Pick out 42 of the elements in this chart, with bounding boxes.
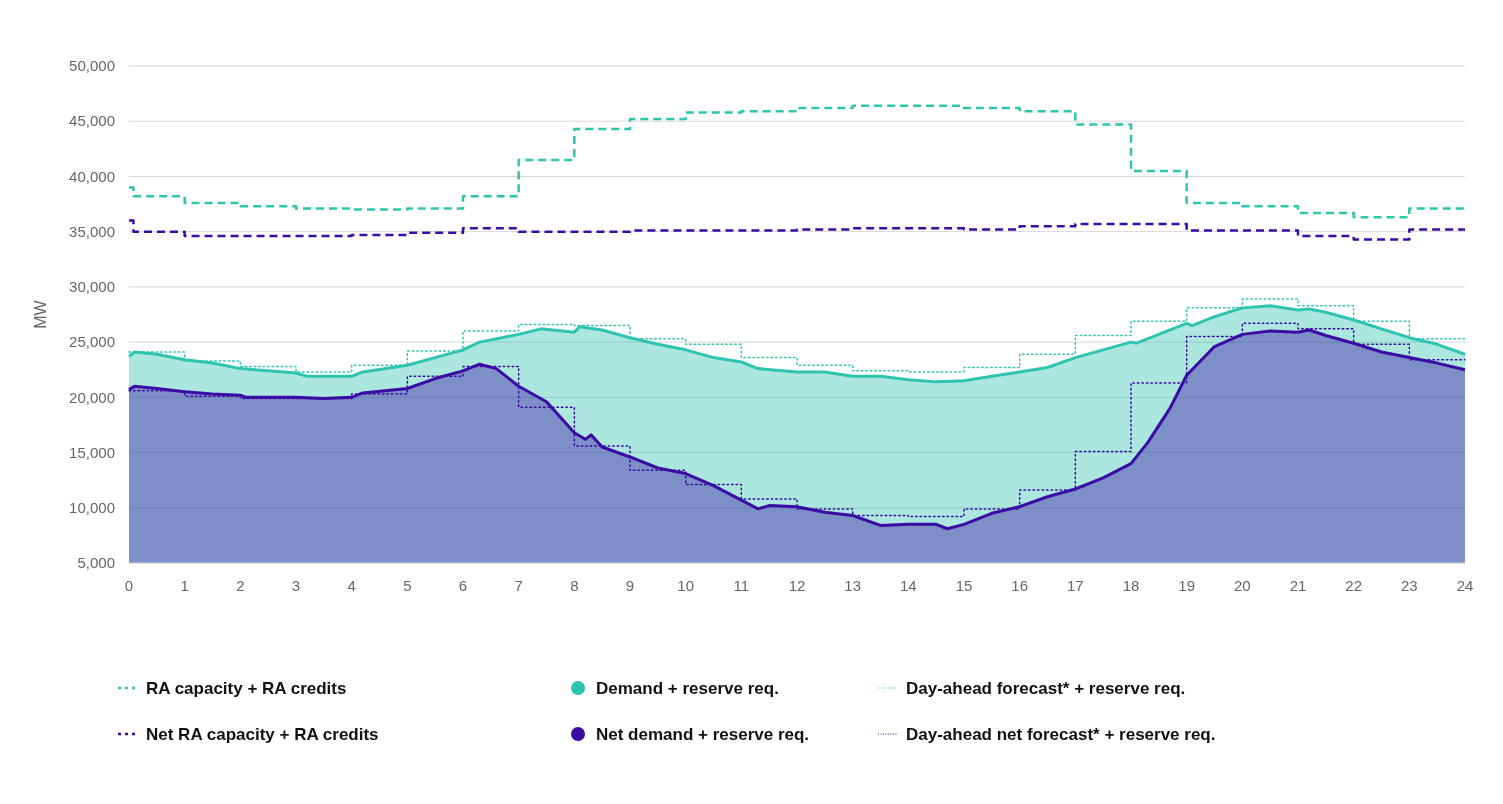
y-tick-label: 50,000 (69, 57, 115, 75)
x-tick-label: 10 (677, 577, 695, 594)
y-tick-label: 15,000 (69, 443, 115, 461)
x-tick-label: 19 (1178, 577, 1196, 594)
y-axis-title: MW (32, 299, 49, 329)
x-tick-label: 1 (180, 577, 189, 594)
legend-label: Net demand + reserve req. (596, 724, 810, 744)
x-tick-label: 18 (1122, 577, 1140, 594)
x-tick-label: 21 (1289, 577, 1307, 594)
legend-label: Day-ahead net forecast* + reserve req. (906, 724, 1216, 744)
y-tick-label: 10,000 (69, 499, 115, 517)
x-tick-label: 17 (1066, 577, 1084, 594)
x-tick-label: 0 (124, 577, 134, 594)
legend-label: Demand + reserve req. (596, 678, 779, 698)
x-tick-label: 15 (955, 577, 973, 594)
y-tick-label: 25,000 (69, 333, 115, 351)
legend-label: RA capacity + RA credits (146, 678, 347, 698)
x-tick-label: 2 (236, 577, 245, 594)
x-tick-label: 13 (844, 577, 862, 594)
x-tick-label: 14 (899, 577, 917, 594)
x-tick-label: 11 (733, 577, 750, 594)
x-tick-label: 23 (1400, 577, 1418, 594)
x-tick-label: 22 (1345, 577, 1363, 594)
x-tick-label: 8 (570, 577, 579, 594)
y-tick-label: 5,000 (77, 554, 115, 572)
x-tick-label: 7 (514, 577, 523, 594)
y-tick-label: 20,000 (69, 388, 115, 406)
y-tick-label: 35,000 (69, 222, 115, 240)
x-tick-label: 16 (1011, 577, 1029, 594)
legend-label: Net RA capacity + RA credits (146, 724, 379, 744)
legend-label: Day-ahead forecast* + reserve req. (906, 678, 1186, 698)
x-tick-label: 4 (347, 577, 356, 594)
x-tick-label: 6 (458, 577, 468, 594)
x-tick-label: 3 (291, 577, 301, 594)
y-tick-label: 45,000 (69, 112, 115, 130)
x-tick-label: 12 (788, 577, 806, 594)
x-tick-label: 9 (625, 577, 635, 594)
y-tick-label: 30,000 (69, 278, 115, 296)
x-tick-label: 20 (1233, 577, 1251, 594)
y-tick-label: 40,000 (69, 167, 115, 185)
x-tick-label: 5 (403, 577, 412, 594)
x-tick-label: 24 (1456, 577, 1474, 594)
